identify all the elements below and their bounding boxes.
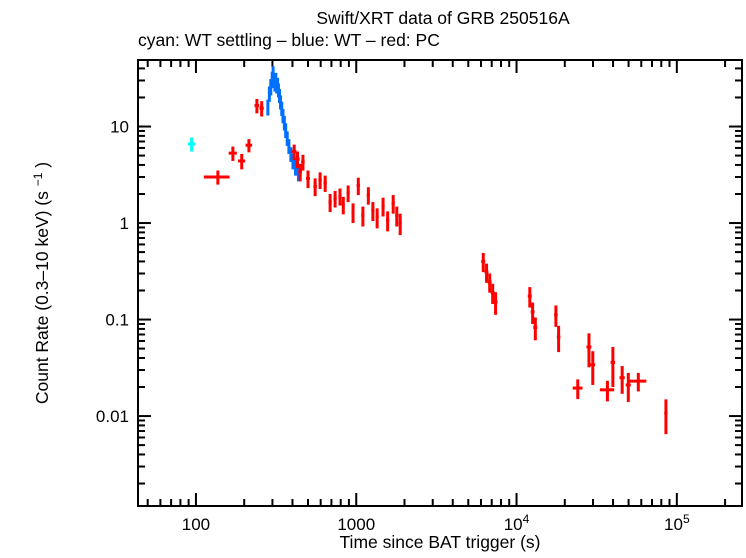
series-wt <box>266 66 300 182</box>
x-tick-labels: 100 1000 104 105 <box>182 512 690 534</box>
y-tick-label: 1 <box>120 214 129 233</box>
data-series <box>187 66 668 435</box>
plot-frame <box>137 59 743 507</box>
y-tick-label: 0.01 <box>96 407 129 426</box>
series-pc <box>203 98 668 435</box>
y-axis-label-main: Count Rate (0.3–10 keV) (s <box>32 191 52 404</box>
x-tick-label: 1000 <box>337 515 375 534</box>
x-axis-label: Time since BAT trigger (s) <box>340 532 541 552</box>
axis-ticks <box>139 61 741 505</box>
y-tick-label: 0.1 <box>105 311 129 330</box>
series-wt-settling <box>187 137 196 152</box>
x-tick-label: 105 <box>664 512 690 534</box>
chart-legend: cyan: WT settling – blue: WT – red: PC <box>138 30 440 50</box>
y-tick-labels: 10 1 0.1 0.01 <box>96 118 129 427</box>
x-tick-label: 100 <box>182 515 210 534</box>
y-tick-label: 10 <box>110 118 129 137</box>
y-axis-label-superscript: −1 <box>31 172 45 186</box>
y-axis-label-close: ) <box>32 162 52 168</box>
y-axis-label: Count Rate (0.3–10 keV) (s −1 ) <box>26 162 52 404</box>
chart-title: Swift/XRT data of GRB 250516A <box>316 8 570 28</box>
x-tick-label: 104 <box>504 512 530 534</box>
